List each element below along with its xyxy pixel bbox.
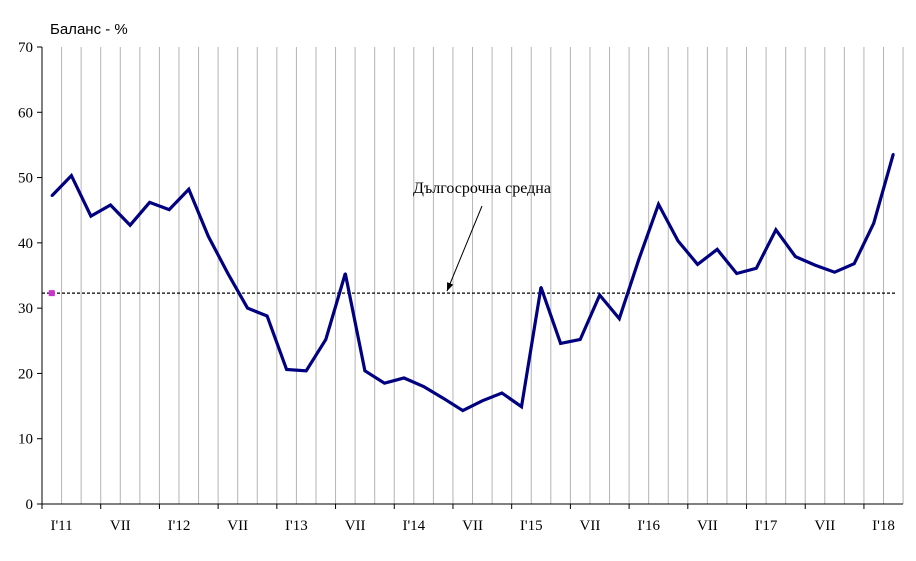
y-tick-label: 0 [26,497,34,513]
data-point [618,317,621,320]
data-point [735,272,738,275]
x-axis-ticks: I'11 VII I'12 VII I'13 VII I'14 VII I'15 VII I'16 V… [41,504,895,534]
data-point [696,263,699,266]
data-point [578,338,582,341]
data-point [304,369,308,373]
data-point [755,267,758,270]
data-point [441,397,445,400]
x-tick-label: I'16 [637,518,660,534]
data-point [128,224,132,227]
data-point [539,286,543,289]
x-tick-label: I'12 [168,518,191,534]
average-annotation-label: Дългосрочна средна [413,180,551,197]
y-axis-title: Баланс - % [50,21,128,38]
y-tick-label: 40 [18,236,33,252]
data-point [774,228,778,231]
data-point [892,152,895,156]
x-tick-label: I'13 [285,518,308,534]
series-line [50,153,895,413]
x-tick-label: I'18 [872,518,895,534]
data-point [285,368,288,371]
axes [41,47,903,505]
y-tick-label: 70 [18,40,33,56]
data-point [500,391,504,395]
data-point [598,293,601,297]
data-point [637,257,641,261]
data-point [657,203,660,206]
y-tick-label: 60 [18,105,33,121]
data-point [676,239,680,243]
data-point [50,194,53,198]
data-point [168,208,171,211]
annotation-arrow-line [446,205,483,292]
y-tick-label: 20 [18,366,33,382]
data-point [461,409,464,412]
long-term-average [42,290,895,297]
data-point [715,248,719,251]
data-point [559,342,562,345]
data-point [265,314,269,318]
y-axis-ticks: 0 10 20 30 40 50 60 70 [18,40,42,513]
x-tick-label: I'14 [402,518,425,534]
data-point [324,338,327,341]
x-tick-label: VII [697,518,718,534]
x-tick-label: VII [110,518,131,534]
data-point [833,271,836,274]
data-point [344,272,347,275]
data-point [852,262,856,265]
data-point [383,382,386,385]
x-tick-label: VII [227,518,248,534]
long-term-average-annotation: Дългосрочна средна [413,180,551,292]
y-tick-label: 10 [18,432,33,448]
data-point [148,201,151,204]
x-tick-label: VII [580,518,601,534]
vertical-gridlines [61,47,904,504]
x-tick-label: VII [462,518,483,534]
x-tick-label: I'15 [520,518,543,534]
data-point [246,306,249,310]
data-point [109,203,112,207]
annotation-arrow-head [447,282,454,292]
series-balance [50,152,895,413]
data-point [520,405,523,408]
x-tick-label: I'11 [50,518,72,534]
x-tick-label: VII [345,518,366,534]
data-point [226,272,230,275]
data-point [794,255,797,258]
y-tick-label: 30 [18,301,33,317]
data-point [70,174,73,177]
data-point [89,214,93,218]
x-tick-label: VII [814,518,835,534]
data-point [872,222,875,225]
data-point [363,369,367,373]
x-tick-label: I'17 [755,518,778,534]
data-point [481,399,484,403]
data-point [402,376,406,380]
data-point [187,188,190,191]
average-marker [48,290,55,297]
data-point [207,235,210,238]
data-point [813,263,817,267]
y-tick-label: 50 [18,171,33,187]
data-point [422,385,425,388]
